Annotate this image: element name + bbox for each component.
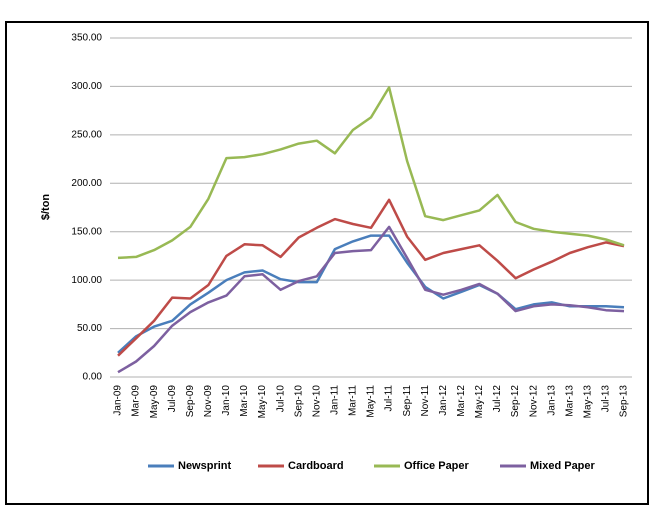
- legend-label: Newsprint: [178, 460, 232, 472]
- series-line: [117, 234, 625, 354]
- x-tick-label: Mar-11: [348, 385, 359, 416]
- series-line: [117, 86, 625, 260]
- x-tick-label: Jan-11: [329, 385, 340, 415]
- x-tick-label: Sep-10: [293, 385, 304, 418]
- y-tick-label: 250.00: [71, 129, 102, 140]
- x-tick-label: May-10: [257, 385, 268, 419]
- x-tick-label: May-09: [149, 385, 160, 419]
- x-tick-label: May-12: [474, 385, 485, 419]
- x-tick-label: Nov-10: [311, 385, 322, 418]
- x-tick-label: Mar-12: [456, 385, 467, 417]
- x-tick-label: Nov-09: [203, 385, 214, 418]
- y-tick-label: 150.00: [71, 226, 102, 237]
- x-tick-label: Nov-12: [528, 385, 539, 418]
- y-tick-label: 300.00: [71, 81, 102, 92]
- legend-label: Cardboard: [288, 460, 344, 472]
- x-tick-label: Jan-13: [546, 385, 557, 416]
- series-line: [117, 225, 625, 374]
- series-line: [117, 198, 625, 357]
- x-tick-label: Mar-10: [239, 385, 250, 417]
- x-tick-label: Mar-13: [564, 385, 575, 417]
- y-tick-label: 200.00: [71, 178, 102, 189]
- x-tick-label: Jan-09: [113, 385, 124, 416]
- x-tick-label: Sep-13: [619, 385, 630, 418]
- y-tick-label: 350.00: [71, 33, 102, 44]
- x-tick-label: Jul-13: [601, 385, 612, 413]
- x-tick-label: Nov-11: [420, 385, 431, 417]
- y-tick-label: 50.00: [77, 323, 102, 334]
- x-tick-label: Jul-12: [492, 385, 503, 413]
- x-tick-label: Jan-10: [221, 385, 232, 416]
- x-tick-label: May-13: [582, 385, 593, 419]
- legend-label: Mixed Paper: [530, 460, 596, 472]
- x-tick-label: Sep-12: [510, 385, 521, 418]
- y-axis-label: $/ton: [40, 194, 52, 221]
- x-tick-label: Jul-09: [167, 385, 178, 413]
- x-tick-label: Jan-12: [438, 385, 449, 416]
- x-tick-label: Sep-09: [185, 385, 196, 418]
- x-tick-label: Sep-11: [402, 385, 413, 417]
- y-tick-label: 100.00: [71, 275, 102, 286]
- x-tick-label: Mar-09: [131, 385, 142, 417]
- x-tick-label: Jul-11: [384, 385, 395, 412]
- legend-label: Office Paper: [404, 460, 470, 472]
- y-tick-label: 0.00: [83, 372, 103, 383]
- x-tick-label: Jul-10: [275, 385, 286, 413]
- x-tick-label: May-11: [366, 385, 377, 418]
